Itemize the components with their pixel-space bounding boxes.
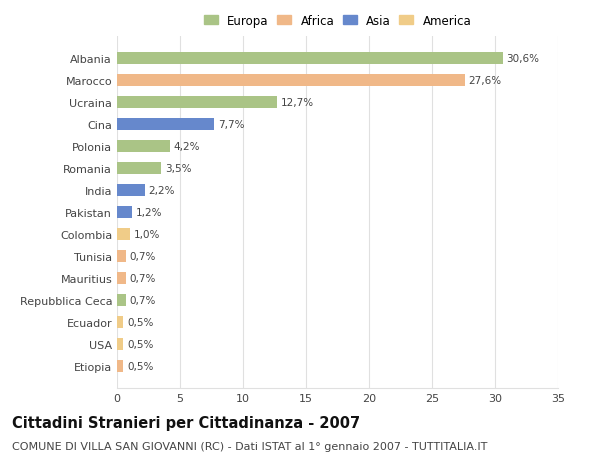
Text: 0,7%: 0,7%	[130, 273, 156, 283]
Bar	[117, 294, 126, 306]
Text: 7,7%: 7,7%	[218, 119, 244, 129]
Text: 0,5%: 0,5%	[127, 317, 154, 327]
Bar	[117, 118, 214, 130]
Text: 12,7%: 12,7%	[281, 98, 314, 107]
Bar	[117, 228, 130, 240]
Text: 2,2%: 2,2%	[149, 185, 175, 196]
Text: 27,6%: 27,6%	[469, 76, 502, 86]
Text: COMUNE DI VILLA SAN GIOVANNI (RC) - Dati ISTAT al 1° gennaio 2007 - TUTTITALIA.I: COMUNE DI VILLA SAN GIOVANNI (RC) - Dati…	[12, 441, 487, 451]
Text: 0,7%: 0,7%	[130, 295, 156, 305]
Text: Cittadini Stranieri per Cittadinanza - 2007: Cittadini Stranieri per Cittadinanza - 2…	[12, 415, 360, 431]
Text: 0,5%: 0,5%	[127, 339, 154, 349]
Bar	[117, 206, 132, 218]
Bar	[117, 75, 465, 87]
Bar	[117, 185, 145, 196]
Text: 0,7%: 0,7%	[130, 251, 156, 261]
Text: 1,2%: 1,2%	[136, 207, 163, 217]
Text: 4,2%: 4,2%	[174, 141, 200, 151]
Text: 0,5%: 0,5%	[127, 361, 154, 371]
Bar	[117, 316, 124, 328]
Text: 1,0%: 1,0%	[133, 229, 160, 239]
Bar	[117, 250, 126, 262]
Bar	[117, 96, 277, 109]
Bar	[117, 162, 161, 174]
Bar	[117, 140, 170, 152]
Bar	[117, 338, 124, 350]
Legend: Europa, Africa, Asia, America: Europa, Africa, Asia, America	[203, 15, 472, 28]
Bar	[117, 272, 126, 284]
Text: 3,5%: 3,5%	[165, 163, 191, 174]
Bar	[117, 360, 124, 372]
Text: 30,6%: 30,6%	[506, 54, 539, 64]
Bar	[117, 53, 503, 65]
